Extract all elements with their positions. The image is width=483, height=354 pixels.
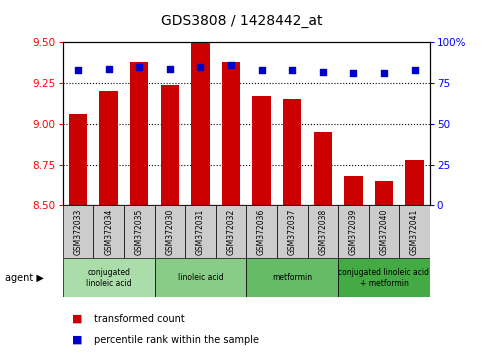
Bar xyxy=(313,132,332,205)
Point xyxy=(74,67,82,73)
Text: GSM372037: GSM372037 xyxy=(288,209,297,255)
Text: GSM372033: GSM372033 xyxy=(73,209,83,255)
Text: percentile rank within the sample: percentile rank within the sample xyxy=(94,335,259,345)
Bar xyxy=(375,181,393,205)
Bar xyxy=(246,258,338,297)
Bar xyxy=(253,96,271,205)
Point xyxy=(135,64,143,70)
Point xyxy=(166,66,174,72)
Bar xyxy=(185,205,216,258)
Bar xyxy=(63,258,155,297)
Text: transformed count: transformed count xyxy=(94,314,185,324)
Bar xyxy=(191,42,210,205)
Text: ■: ■ xyxy=(72,335,83,345)
Text: conjugated linoleic acid
+ metformin: conjugated linoleic acid + metformin xyxy=(339,268,429,287)
Point xyxy=(105,66,113,72)
Text: GSM372032: GSM372032 xyxy=(227,209,236,255)
Point xyxy=(258,67,266,73)
Bar xyxy=(69,114,87,205)
Text: linoleic acid: linoleic acid xyxy=(178,273,223,282)
Bar xyxy=(283,99,301,205)
Bar xyxy=(405,160,424,205)
Bar xyxy=(216,205,246,258)
Text: GSM372038: GSM372038 xyxy=(318,209,327,255)
Text: GSM372031: GSM372031 xyxy=(196,209,205,255)
Text: GSM372040: GSM372040 xyxy=(380,209,388,255)
Text: agent ▶: agent ▶ xyxy=(5,273,43,283)
Bar xyxy=(344,176,363,205)
Point xyxy=(411,67,418,73)
Bar xyxy=(155,205,185,258)
Bar xyxy=(277,205,308,258)
Bar xyxy=(308,205,338,258)
Bar xyxy=(124,205,155,258)
Bar xyxy=(222,62,240,205)
Bar xyxy=(99,91,118,205)
Bar xyxy=(155,258,246,297)
Text: GSM372034: GSM372034 xyxy=(104,209,113,255)
Text: ■: ■ xyxy=(72,314,83,324)
Point xyxy=(350,70,357,76)
Bar xyxy=(338,258,430,297)
Text: GSM372030: GSM372030 xyxy=(165,209,174,255)
Point xyxy=(227,62,235,68)
Point xyxy=(380,70,388,76)
Bar xyxy=(338,205,369,258)
Bar xyxy=(399,205,430,258)
Bar xyxy=(93,205,124,258)
Bar xyxy=(369,205,399,258)
Text: conjugated
linoleic acid: conjugated linoleic acid xyxy=(86,268,131,287)
Point xyxy=(197,64,204,70)
Bar xyxy=(161,85,179,205)
Bar xyxy=(246,205,277,258)
Text: GSM372041: GSM372041 xyxy=(410,209,419,255)
Bar xyxy=(63,205,93,258)
Text: GSM372035: GSM372035 xyxy=(135,209,144,255)
Text: GSM372039: GSM372039 xyxy=(349,209,358,255)
Text: GDS3808 / 1428442_at: GDS3808 / 1428442_at xyxy=(161,14,322,28)
Bar xyxy=(130,62,148,205)
Text: GSM372036: GSM372036 xyxy=(257,209,266,255)
Point xyxy=(319,69,327,75)
Point xyxy=(288,67,296,73)
Text: metformin: metformin xyxy=(272,273,313,282)
